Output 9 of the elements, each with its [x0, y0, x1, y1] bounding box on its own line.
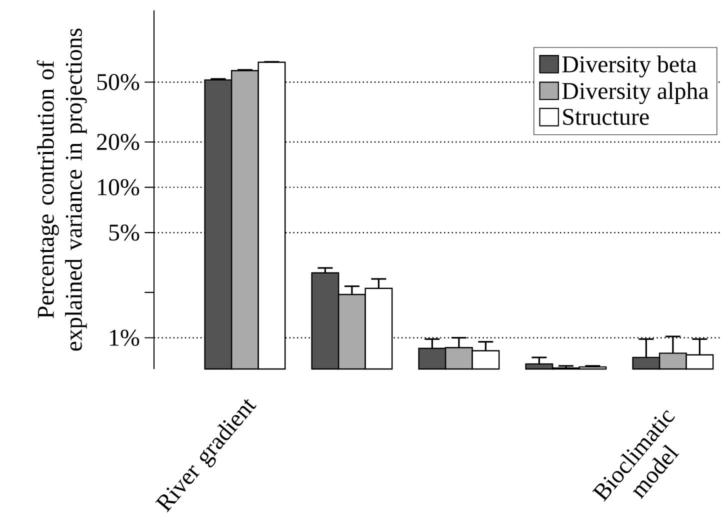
legend-label: Structure [563, 108, 649, 125]
y-tick-label: 5% [109, 224, 140, 241]
y-tick-label: 1% [110, 330, 140, 346]
legend-label: Diversity alpha [562, 82, 709, 104]
y-tick-label: 10% [98, 179, 140, 196]
y-axis-title: Percentage contribution of explained variance in projections [36, 28, 87, 351]
y-tick-label: 50% [97, 74, 140, 90]
legend-label: Diversity beta [562, 56, 697, 78]
y-tick-label: 20% [97, 134, 140, 150]
